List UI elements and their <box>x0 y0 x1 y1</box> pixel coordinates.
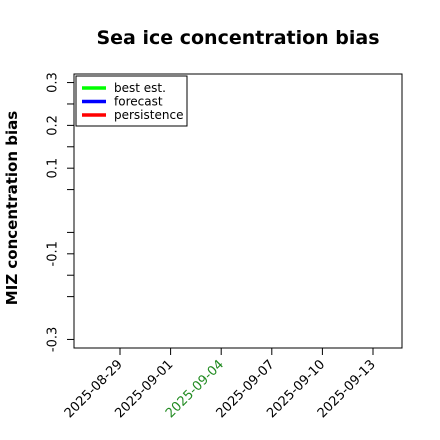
legend-label: persistence <box>114 108 183 122</box>
legend-label: best est. <box>114 81 166 95</box>
y-tick-label: -0.1 <box>46 241 61 266</box>
legend-label: forecast <box>114 95 163 109</box>
y-tick-label: 0.3 <box>46 72 61 93</box>
x-axis-ticks: 2025-08-292025-09-012025-09-042025-09-07… <box>62 348 379 421</box>
plot-frame <box>73 73 403 349</box>
y-tick-label: 0.1 <box>46 158 61 179</box>
chart-title: Sea ice concentration bias <box>96 27 379 49</box>
y-axis-ticks: 0.3 0.2 0.1 -0.1 -0.3 <box>46 72 74 352</box>
y-tick-label: 0.2 <box>46 115 61 136</box>
y-axis-label: MIZ concentration bias <box>3 111 21 305</box>
y-tick-label: -0.3 <box>46 327 61 352</box>
